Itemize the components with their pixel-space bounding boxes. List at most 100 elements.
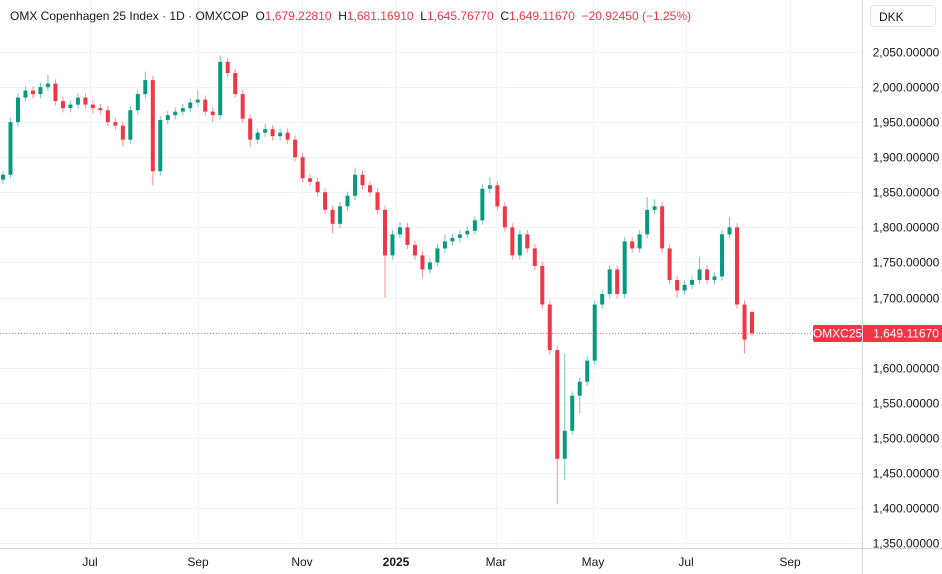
x-tick-label: Mar — [486, 555, 507, 569]
candle-body — [412, 244, 417, 256]
candle — [165, 110, 170, 125]
candle — [472, 216, 477, 236]
candle-body — [1, 174, 5, 180]
last-price-label: 1,649.11670 — [873, 327, 939, 341]
candle — [682, 280, 687, 295]
candle — [427, 258, 432, 274]
candle-body — [158, 120, 163, 172]
candle — [300, 153, 305, 183]
candle-body — [128, 110, 133, 140]
candle-body — [600, 293, 605, 305]
candle-body — [450, 237, 455, 242]
candle — [308, 174, 313, 186]
candle-body — [562, 430, 567, 459]
candle-body — [225, 61, 230, 74]
candle — [293, 135, 298, 162]
candle-body — [315, 181, 320, 193]
x-tick-label: Sep — [779, 555, 801, 569]
candle — [397, 221, 402, 239]
y-tick-label: 1,850.00000 — [873, 186, 940, 200]
candle — [83, 93, 88, 109]
candle-body — [705, 269, 710, 280]
candle — [158, 115, 163, 176]
candle-body — [98, 108, 103, 111]
price-axis[interactable]: 2,050.00000 2,000.00000 1,950.00000 1,900.0… — [873, 46, 940, 551]
candle-body — [652, 206, 657, 210]
grid-lines — [0, 0, 862, 548]
candle — [173, 107, 178, 120]
legend-close: 1,649.11670 — [509, 9, 575, 23]
candle — [630, 237, 635, 253]
candle-body — [150, 80, 155, 172]
candle-body — [173, 111, 178, 116]
candle — [285, 128, 290, 144]
candle-body — [233, 73, 238, 95]
x-tick-label: Jul — [678, 555, 693, 569]
currency-button[interactable]: DKK — [870, 5, 936, 27]
y-tick-label: 1,800.00000 — [873, 221, 940, 235]
candle — [105, 106, 110, 127]
candle — [143, 71, 148, 99]
candle — [150, 75, 155, 186]
y-tick-label: 1,600.00000 — [873, 362, 940, 376]
candle-body — [457, 234, 462, 238]
candle-body — [570, 395, 575, 431]
candle — [532, 244, 537, 271]
candle — [480, 184, 485, 225]
candle — [607, 265, 612, 299]
candle-body — [323, 192, 328, 210]
candle-body — [495, 185, 500, 207]
candle-body — [83, 97, 88, 105]
candle — [330, 205, 335, 233]
candle — [510, 223, 515, 260]
candle-body — [338, 206, 343, 224]
candle — [98, 103, 103, 115]
candle — [390, 230, 395, 260]
candle — [218, 55, 223, 120]
candle-body — [105, 110, 110, 123]
candle-body — [270, 129, 275, 137]
y-tick-label: 1,550.00000 — [873, 397, 940, 411]
candle-body — [375, 192, 380, 210]
candle — [60, 96, 65, 113]
candle — [345, 191, 350, 211]
candle — [450, 233, 455, 246]
candle-body — [353, 174, 358, 196]
candle-body — [555, 350, 560, 459]
candle — [8, 117, 13, 179]
candle — [615, 265, 620, 299]
candle — [517, 230, 522, 260]
candle — [667, 244, 672, 285]
candle-body — [75, 97, 80, 105]
symbol-legend: OMX Copenhagen 25 Index · 1D · OMXCOP O1… — [10, 9, 691, 23]
candles — [1, 55, 754, 505]
candle — [442, 234, 447, 253]
candle — [457, 230, 462, 243]
candle-body — [188, 102, 193, 109]
candle — [487, 176, 492, 193]
candle — [652, 199, 657, 215]
candle — [188, 98, 193, 113]
candle-body — [240, 94, 245, 119]
candle-body — [308, 178, 313, 182]
candle-body — [727, 227, 732, 235]
candle-body — [68, 104, 73, 109]
time-axis[interactable]: Jul Sep Nov 2025 Mar May Jul Sep — [82, 555, 801, 569]
candle-body — [143, 80, 148, 95]
candle-body — [203, 99, 208, 112]
symbol-label: OMXC25 — [813, 327, 863, 341]
candle — [38, 82, 43, 99]
candle-body — [38, 87, 43, 95]
candle-body — [487, 185, 492, 189]
candle-body — [465, 230, 470, 235]
candle-body — [577, 381, 582, 396]
candle — [690, 275, 695, 290]
candle-body — [330, 209, 335, 224]
x-tick-label: May — [582, 555, 605, 569]
candle — [270, 124, 275, 141]
candle — [705, 265, 710, 285]
candle — [75, 93, 80, 109]
candle-body — [390, 234, 395, 256]
legend-change: −20.92450 (−1.25%) — [581, 9, 691, 23]
